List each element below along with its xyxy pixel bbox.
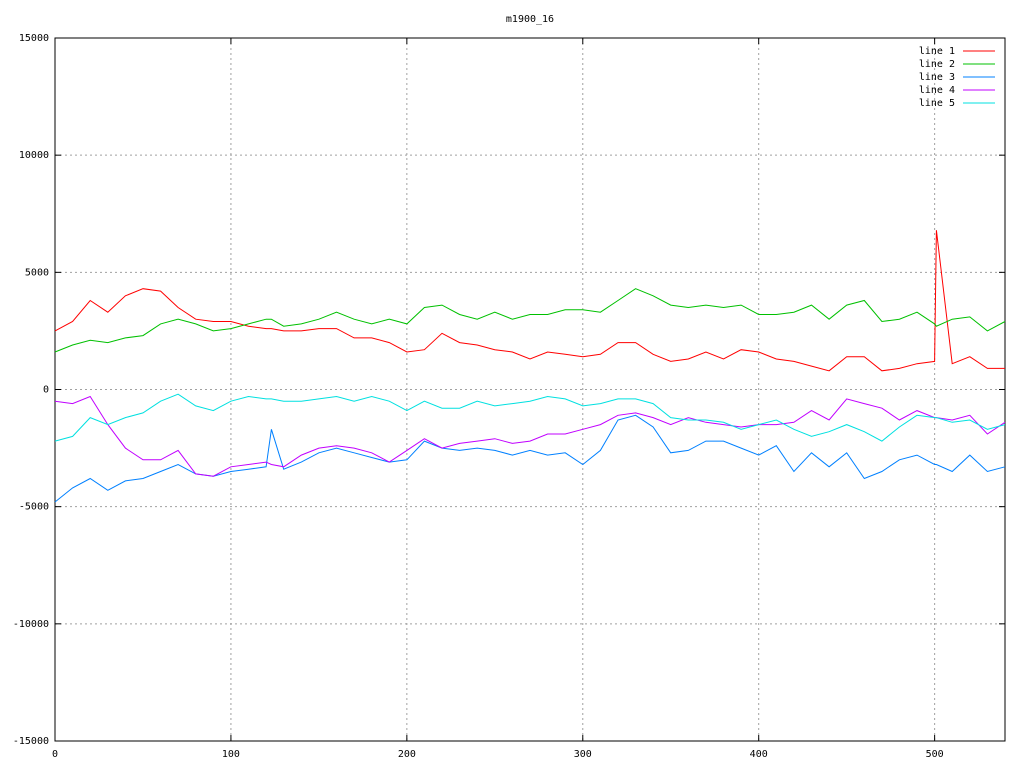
data-line (54, 288, 1006, 353)
y-tick-label: -10000 (13, 619, 49, 630)
y-tick-label: -15000 (13, 736, 49, 747)
legend-label: line 1 (919, 46, 955, 57)
plot-border (54, 37, 1006, 742)
legend-label: line 4 (919, 85, 955, 96)
data-line (54, 393, 1006, 442)
x-tick-label: 100 (222, 749, 240, 760)
x-tick-label: 400 (750, 749, 768, 760)
y-tick-label: 5000 (25, 267, 49, 278)
legend-label: line 2 (919, 59, 955, 70)
x-tick-label: 0 (52, 749, 58, 760)
chart-title: m1900_16 (506, 14, 554, 25)
x-tick-label: 200 (398, 749, 416, 760)
data-line (54, 414, 1006, 503)
y-tick-label: 10000 (19, 150, 49, 161)
x-tick-label: 300 (574, 749, 592, 760)
legend-label: line 5 (919, 98, 955, 109)
data-line (54, 395, 1006, 477)
data-line (54, 230, 1005, 372)
y-tick-label: 0 (43, 385, 49, 396)
x-tick-label: 500 (926, 749, 944, 760)
y-tick-label: -5000 (19, 502, 49, 513)
legend-label: line 3 (919, 72, 955, 83)
y-tick-label: 15000 (19, 33, 49, 44)
